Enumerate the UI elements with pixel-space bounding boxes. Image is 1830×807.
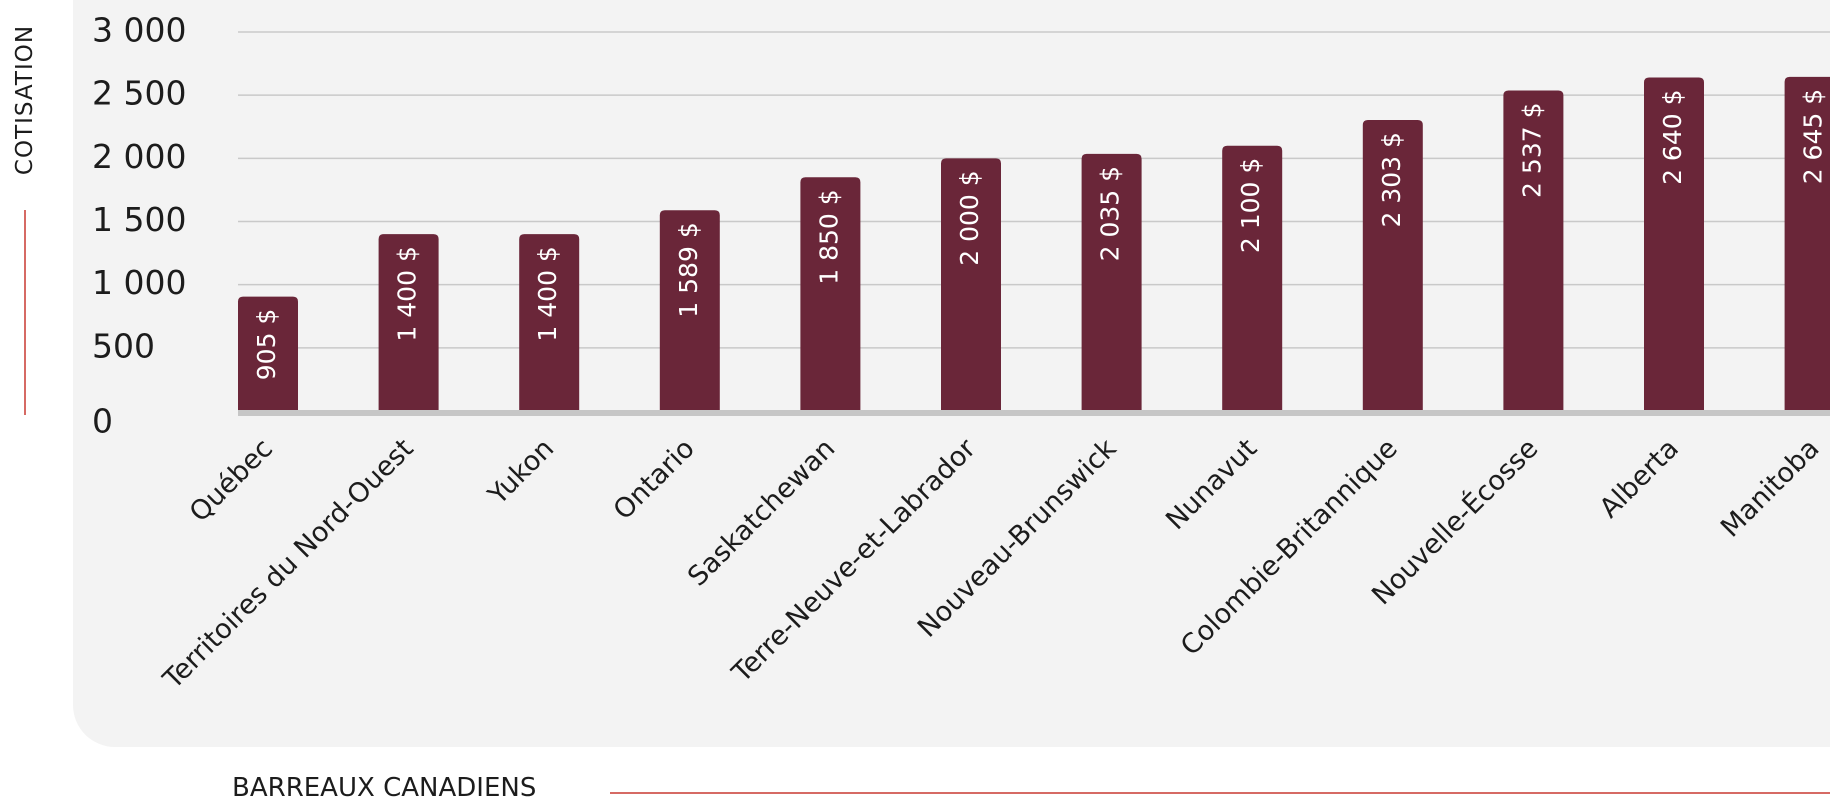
bar-value-label: 905 $ — [252, 309, 281, 381]
y-tick-label: 500 — [92, 326, 155, 365]
x-tick-label: Manitoba — [1715, 433, 1825, 543]
bar — [800, 177, 861, 411]
y-tick-label: 3 000 — [92, 11, 186, 50]
bar — [659, 210, 720, 411]
x-tick-label: Alberta — [1594, 433, 1685, 524]
bar-value-label: 1 850 $ — [814, 189, 843, 284]
bar-value-label: 2 000 $ — [955, 170, 984, 265]
y-tick-label: 2 000 — [92, 137, 186, 176]
bar-value-label: 2 100 $ — [1236, 158, 1265, 253]
y-tick-label: 1 500 — [92, 200, 186, 239]
x-axis-accent-line — [610, 792, 1830, 794]
x-axis-title: BARREAUX CANADIENS — [232, 773, 537, 803]
bar — [1222, 145, 1283, 411]
bar — [1362, 120, 1423, 412]
x-tick-label: Ontario — [608, 433, 701, 526]
bar — [238, 296, 298, 411]
bar-value-label: 1 400 $ — [393, 246, 422, 341]
x-tick-label: Saskatchewan — [682, 433, 841, 592]
bar-value-label: 2 035 $ — [1096, 166, 1125, 261]
bar — [1503, 90, 1564, 411]
bar — [1081, 153, 1142, 411]
bar — [519, 234, 580, 411]
x-tick-label: Nunavut — [1160, 433, 1263, 536]
bar — [1784, 76, 1830, 411]
bar-value-label: 1 589 $ — [674, 222, 703, 317]
x-tick-label: Terre-Neuve-et-Labrador — [726, 432, 983, 689]
x-axis-baseline — [238, 410, 1830, 416]
y-axis-title: COTISATION — [12, 24, 38, 176]
bar-value-label: 2 303 $ — [1377, 132, 1406, 227]
y-tick-label: 1 000 — [92, 263, 186, 302]
bar-value-label: 2 640 $ — [1658, 89, 1687, 184]
y-axis-title-box: COTISATION — [0, 0, 50, 200]
x-tick-label: Territoires du Nord-Ouest — [157, 433, 420, 696]
bar — [941, 158, 1001, 411]
y-tick-label: 2 500 — [92, 74, 186, 113]
x-tick-label: Yukon — [482, 433, 560, 511]
bar-value-label: 2 645 $ — [1799, 89, 1828, 184]
bar-value-label: 1 400 $ — [533, 246, 562, 341]
bar-value-label: 2 537 $ — [1517, 102, 1546, 197]
y-axis-accent-line — [24, 210, 26, 415]
x-tick-label: Québec — [184, 433, 279, 528]
bar — [378, 234, 439, 411]
bar — [1644, 77, 1704, 411]
y-tick-label: 0 — [92, 402, 113, 441]
